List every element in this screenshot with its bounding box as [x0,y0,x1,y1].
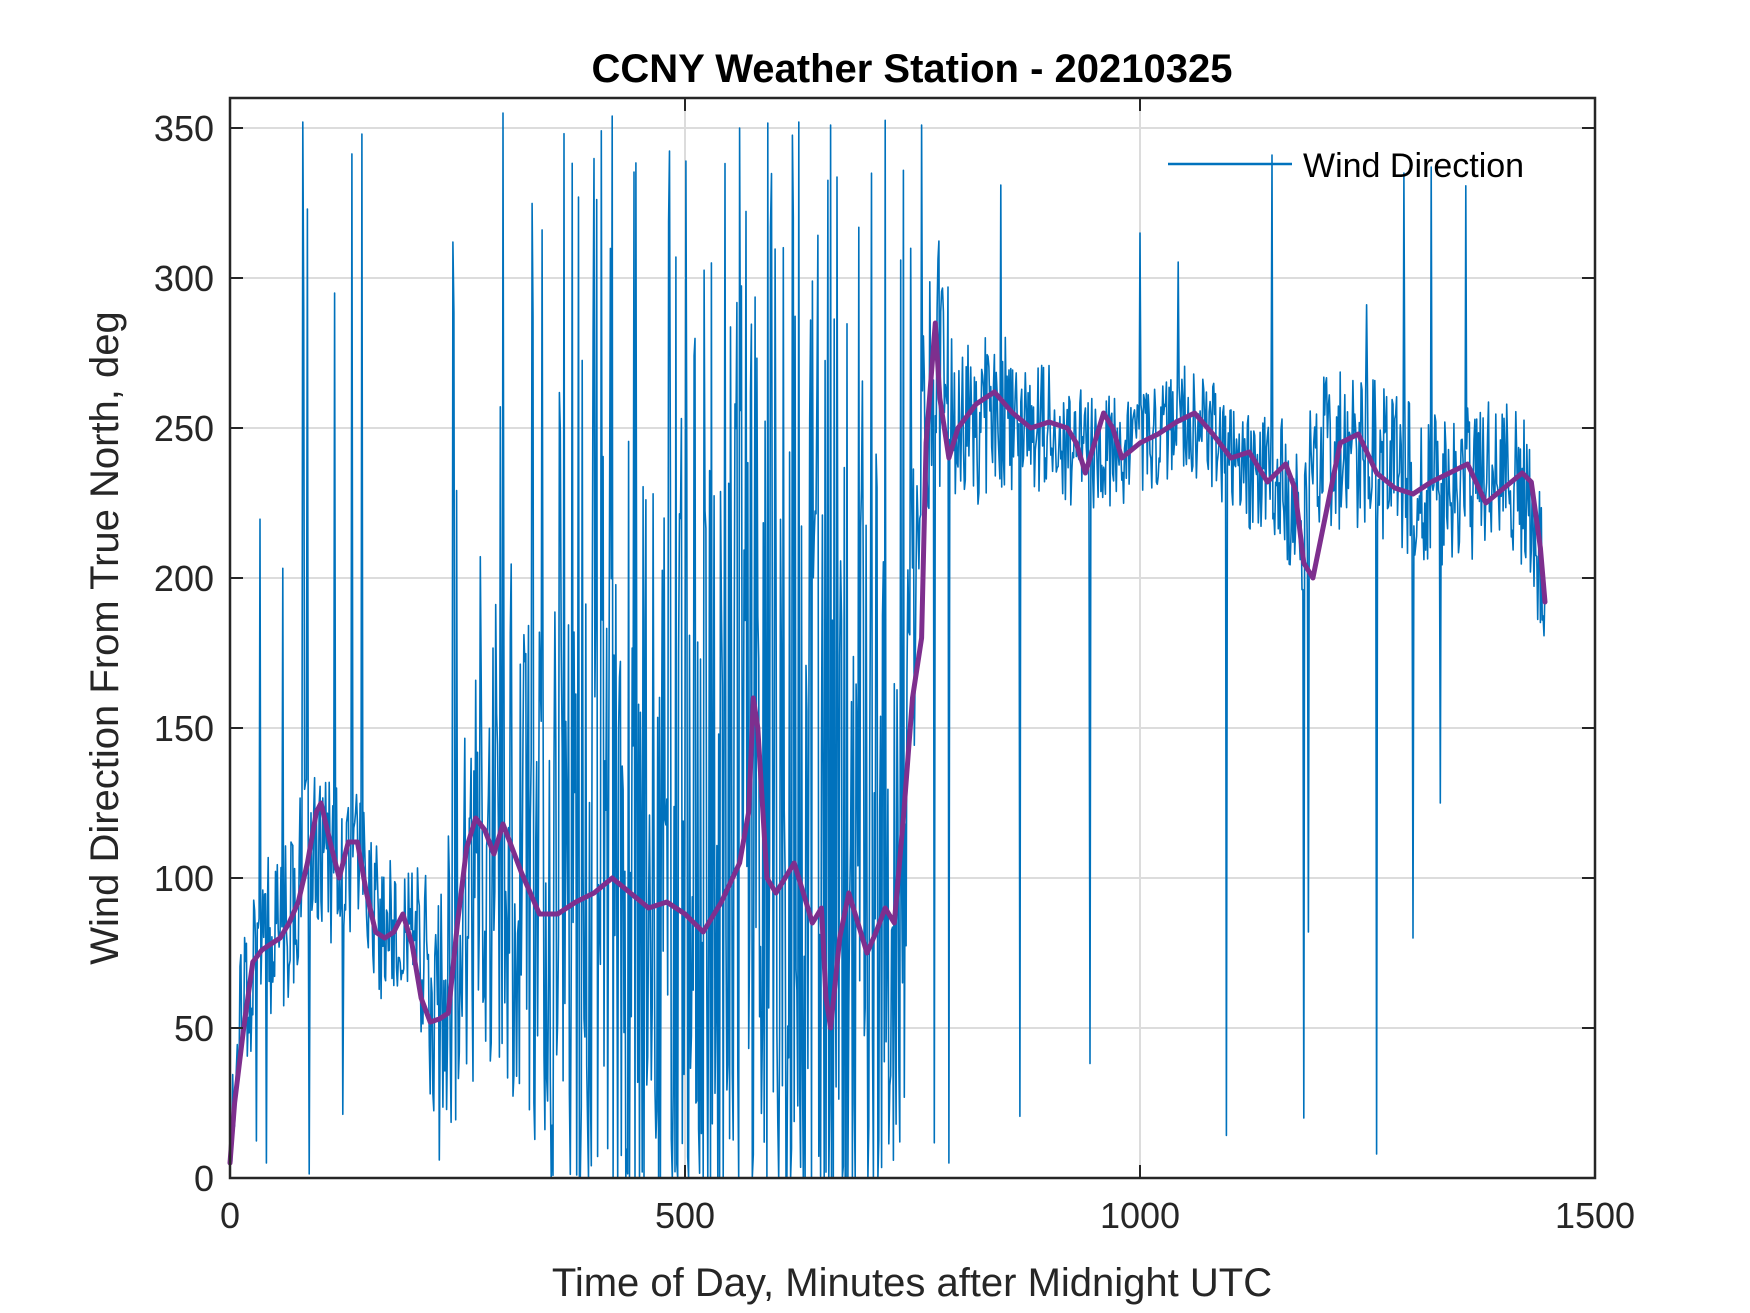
x-tick-label: 1500 [1555,1195,1635,1236]
axis-ticks: 0 50 100 150 200 250 300 350 0 500 1000 1500 [154,98,1635,1236]
legend: Wind Direction [1168,147,1524,185]
y-tick-label: 300 [154,258,214,299]
series-smoothed-line [227,320,1548,1166]
series-wind-direction-line [229,112,1546,1179]
x-axis-label: Time of Day, Minutes after Midnight UTC [552,1261,1272,1305]
y-tick-label: 150 [154,708,214,749]
y-tick-label: 350 [154,108,214,149]
x-tick-label: 0 [220,1195,240,1236]
data-layer [227,112,1548,1179]
y-tick-label: 250 [154,408,214,449]
chart-title: CCNY Weather Station - 20210325 [592,47,1233,91]
y-tick-label: 100 [154,858,214,899]
plot-frame [228,96,1597,1180]
y-tick-label: 50 [174,1008,214,1049]
y-tick-label: 0 [194,1158,214,1199]
x-tick-label: 1000 [1100,1195,1180,1236]
y-tick-label: 200 [154,558,214,599]
legend-label-wind-direction: Wind Direction [1303,147,1524,185]
x-tick-label: 500 [655,1195,715,1236]
y-axis-label: Wind Direction From True North, deg [83,311,127,965]
